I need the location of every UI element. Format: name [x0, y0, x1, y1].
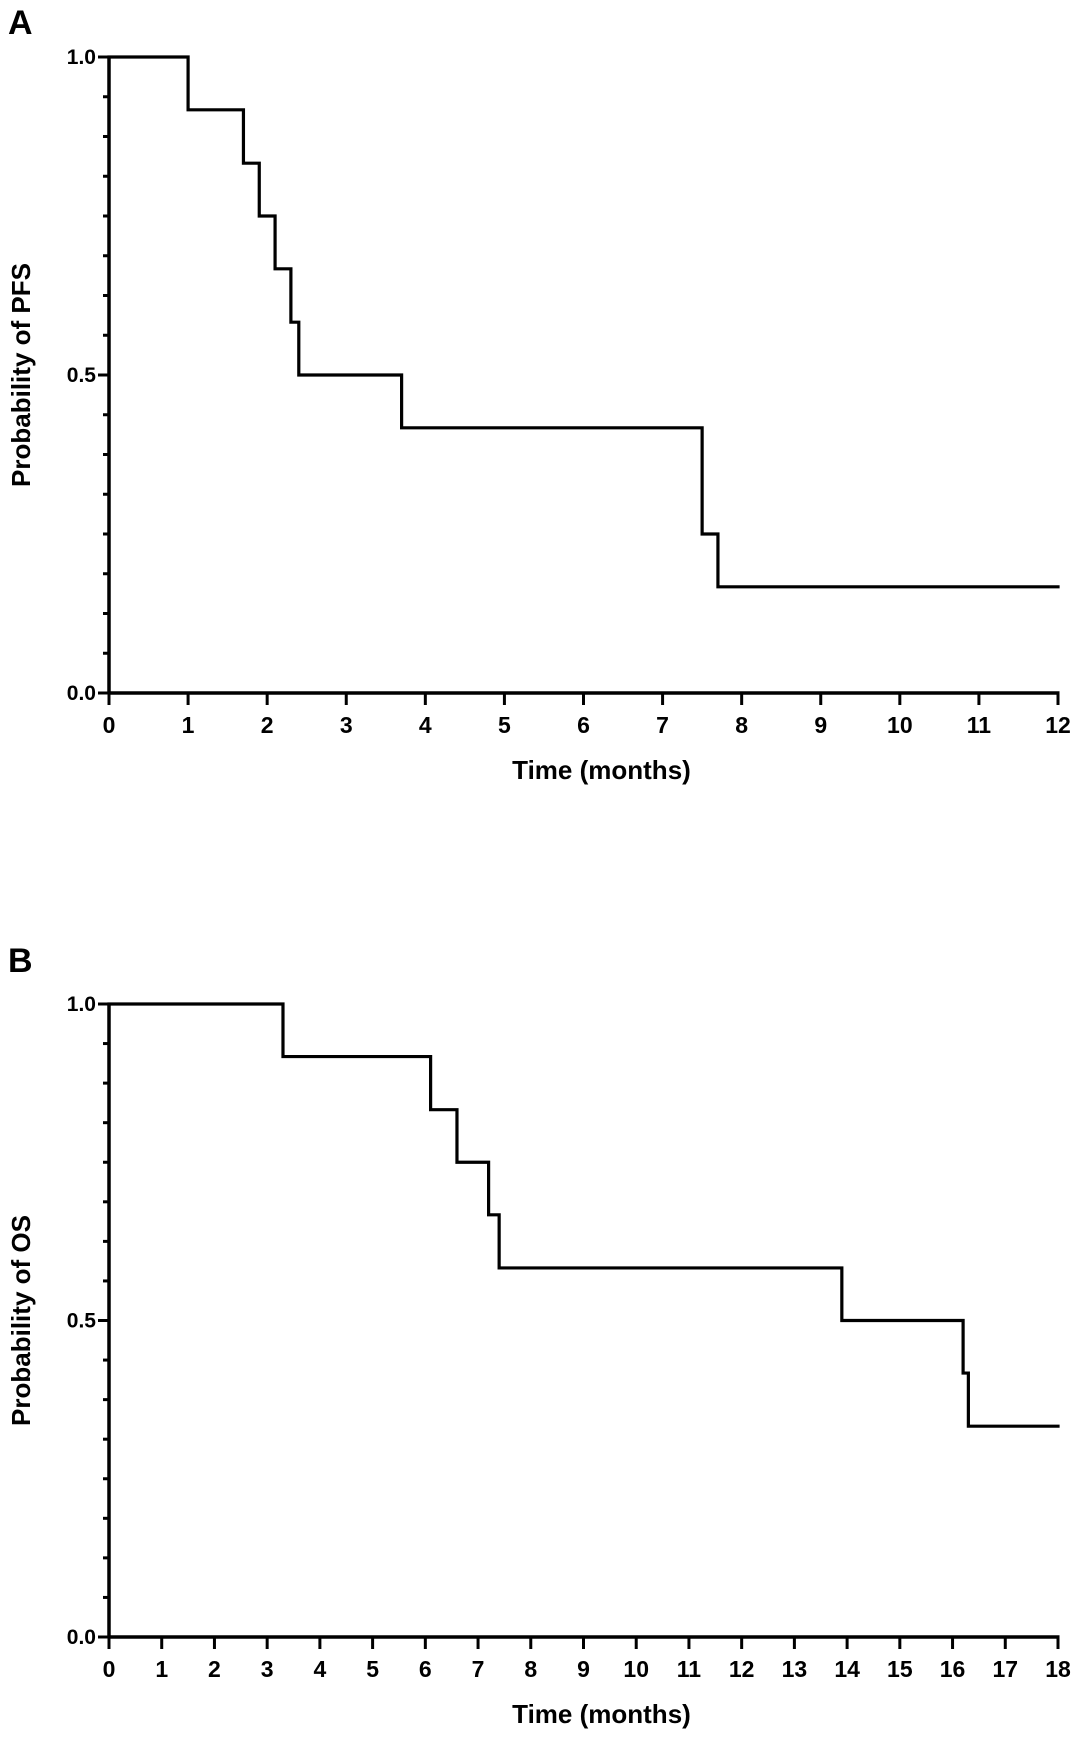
panel-label-a: A [8, 4, 33, 42]
x-tick-label: 11 [967, 712, 992, 738]
y-axis-label: Probability of PFS [6, 263, 36, 487]
y-tick-label: 1.0 [67, 993, 96, 1016]
x-tick-label: 10 [623, 1656, 649, 1682]
x-tick-label: 18 [1045, 1656, 1071, 1682]
x-tick-label: 8 [735, 712, 748, 738]
x-tick-label: 6 [577, 712, 590, 738]
x-tick-label: 4 [419, 712, 432, 738]
x-tick-label: 1 [155, 1656, 168, 1682]
x-tick-label: 6 [419, 1656, 432, 1682]
y-tick-label: 0.5 [67, 364, 97, 387]
x-tick-label: 5 [498, 712, 511, 738]
y-tick-label: 0.5 [67, 1310, 97, 1333]
y-tick-label: 0.0 [67, 1626, 96, 1649]
x-axis-label: Time (months) [512, 755, 691, 785]
survival-curve-0 [107, 1002, 1060, 1428]
x-tick-label: 8 [524, 1656, 537, 1682]
x-tick-label: 12 [1045, 712, 1071, 738]
x-tick-label: 12 [729, 1656, 755, 1682]
y-tick-label: 0.0 [67, 682, 96, 705]
x-tick-label: 9 [814, 712, 827, 738]
x-tick-label: 11 [677, 1656, 702, 1682]
x-tick-label: 7 [472, 1656, 485, 1682]
x-tick-label: 0 [103, 1656, 116, 1682]
x-tick-label: 13 [782, 1656, 808, 1682]
x-tick-label: 3 [261, 1656, 274, 1682]
x-tick-label: 17 [992, 1656, 1018, 1682]
x-tick-label: 7 [656, 712, 669, 738]
x-tick-label: 15 [887, 1656, 913, 1682]
panel-label-b: B [8, 942, 33, 980]
y-tick-label: 1.0 [67, 46, 96, 69]
x-tick-label: 2 [261, 712, 274, 738]
x-tick-label: 16 [940, 1656, 966, 1682]
x-axis-label: Time (months) [512, 1699, 691, 1729]
x-tick-label: 14 [834, 1656, 860, 1682]
x-tick-label: 5 [366, 1656, 379, 1682]
x-tick-label: 2 [208, 1656, 221, 1682]
survival-curve-0 [107, 55, 1060, 589]
os-kaplan-meier-chart: 0.00.51.00 1 2 3 4 5 6 7 8 9 10 11 12 13 14 15 16 17 18Tim… [6, 993, 1071, 1729]
x-tick-label: 3 [340, 712, 353, 738]
x-tick-label: 4 [313, 1656, 326, 1682]
y-axis-label: Probability of OS [6, 1215, 36, 1426]
x-tick-label: 0 [103, 712, 116, 738]
x-tick-label: 1 [182, 712, 195, 738]
x-tick-label: 10 [887, 712, 913, 738]
x-tick-label: 9 [577, 1656, 590, 1682]
